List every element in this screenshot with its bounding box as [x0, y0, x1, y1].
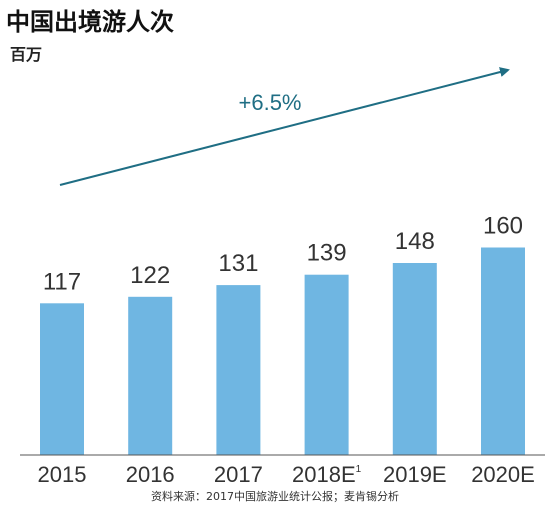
y-unit-label: 百万 — [10, 45, 42, 64]
value-label-2015: 117 — [43, 268, 81, 295]
bar-2016 — [128, 296, 173, 455]
growth-rate-label: +6.5% — [239, 90, 302, 115]
chart-title: 中国出境游人次 — [6, 7, 174, 36]
value-label-2019E: 148 — [395, 228, 435, 255]
footnote-marker: 1 — [356, 464, 362, 475]
category-label-2017: 2017 — [214, 462, 263, 487]
category-label-2016: 2016 — [126, 462, 175, 487]
category-label-2020E: 2020E — [471, 462, 535, 487]
bars-group — [40, 247, 525, 455]
bar-2015 — [40, 303, 84, 455]
category-label-2019E: 2019E — [383, 462, 447, 487]
category-labels-group: 2015 2016 2017 2018E1 2019E 2020E — [38, 462, 535, 487]
value-labels-group: 117 122 131 139 148 160 — [43, 213, 523, 296]
value-label-2020E: 160 — [483, 213, 523, 240]
value-label-2017: 131 — [218, 250, 258, 277]
bar-2019E — [392, 263, 437, 455]
value-label-2016: 122 — [130, 262, 170, 289]
category-label-2015: 2015 — [38, 462, 87, 487]
growth-trend-arrow — [59, 67, 510, 186]
value-label-2018E: 139 — [307, 240, 347, 267]
bar-2017 — [216, 285, 261, 455]
source-note: 资料来源：2017中国旅游业统计公报；麦肯锡分析 — [151, 489, 399, 503]
bar-2018E — [304, 274, 349, 455]
category-label-2018E: 2018E1 — [292, 462, 362, 487]
bar-2020E — [481, 247, 525, 455]
